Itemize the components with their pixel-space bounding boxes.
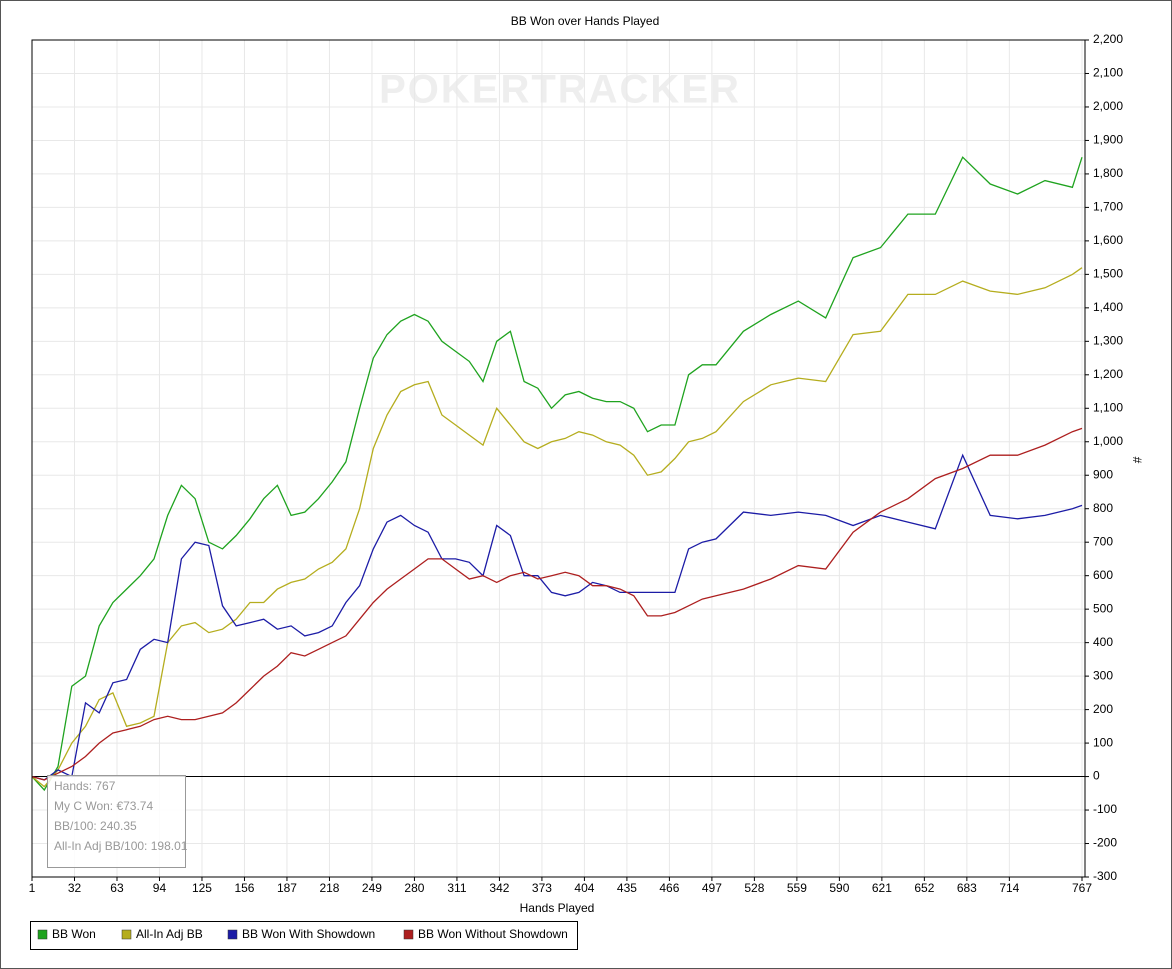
legend-label: BB Won With Showdown [242, 927, 375, 941]
tooltip-line: All-In Adj BB/100: 198.01 [54, 839, 188, 853]
y-tick-label: -200 [1093, 836, 1117, 850]
legend-label: BB Won Without Showdown [418, 927, 568, 941]
x-axis-label: Hands Played [520, 901, 595, 915]
legend-swatch [227, 929, 238, 940]
y-tick-label: 200 [1093, 702, 1113, 716]
legend-label: All-In Adj BB [136, 927, 203, 941]
y-axis-label: # [1130, 457, 1144, 464]
y-tick-label: 500 [1093, 601, 1113, 615]
legend-box [30, 921, 578, 950]
y-tick-label: 2,000 [1093, 99, 1123, 113]
x-tick-label: 652 [914, 881, 934, 895]
series-line [31, 427, 1083, 781]
plot-border [31, 39, 1086, 878]
tooltip-line: Hands: 767 [54, 779, 116, 793]
x-tick-label: 497 [702, 881, 722, 895]
lines [31, 156, 1083, 792]
x-tick-label: 528 [744, 881, 764, 895]
tooltip-line: My C Won: €73.74 [54, 799, 153, 813]
x-tick-label: 311 [447, 881, 466, 895]
x-tick-label: 590 [829, 881, 849, 895]
x-tick-label: 125 [192, 881, 212, 895]
y-tick-label: 2,200 [1093, 32, 1123, 46]
x-tick-label: 714 [999, 881, 1019, 895]
y-tick-label: -100 [1093, 802, 1117, 816]
y-tick-label: 700 [1093, 534, 1113, 548]
x-tick-label: 683 [957, 881, 977, 895]
y-tick-label: 400 [1093, 635, 1113, 649]
chart-title: BB Won over Hands Played [511, 14, 660, 28]
legend-swatch [403, 929, 414, 940]
y-tick-label: 1,200 [1093, 367, 1123, 381]
y-tick-label: 1,100 [1093, 400, 1123, 414]
series-line [31, 453, 1083, 781]
x-tick-label: 621 [872, 881, 892, 895]
x-tick-label: 559 [787, 881, 807, 895]
y-tick-label: 800 [1093, 501, 1113, 515]
x-tick-label: 156 [234, 881, 254, 895]
series-line [31, 267, 1083, 788]
y-tick-label: 1,300 [1093, 333, 1123, 347]
x-tick-label: 435 [617, 881, 637, 895]
x-tick-label: 63 [110, 881, 124, 895]
y-tick-label: 100 [1093, 735, 1113, 749]
x-tick-label: 280 [404, 881, 424, 895]
x-tick-label: 342 [489, 881, 509, 895]
x-tick-label: 32 [68, 881, 82, 895]
tooltip-line: BB/100: 240.35 [54, 819, 137, 833]
legend-label: BB Won [52, 927, 96, 941]
legend: BB Won All-In Adj BB BB Won With Showdown B… [37, 927, 568, 941]
tooltip: Hands: 767 My C Won: €73.74 BB/100: 240.… [47, 775, 188, 868]
x-tick-label: 187 [277, 881, 297, 895]
series-line [31, 156, 1083, 792]
y-tick-label: 1,800 [1093, 166, 1123, 180]
watermark: POKERTRACKER [379, 68, 741, 112]
x-tick-label: 466 [659, 881, 679, 895]
legend-swatch [121, 929, 132, 940]
legend-swatch [37, 929, 48, 940]
y-tick-label: 1,900 [1093, 133, 1123, 147]
x-tick-label: 1 [29, 881, 36, 895]
y-tick-label: 1,500 [1093, 267, 1123, 281]
y-tick-label: 600 [1093, 568, 1113, 582]
x-tick-label: 249 [362, 881, 382, 895]
y-tick-label: 0 [1093, 769, 1100, 783]
y-tick-label: 900 [1093, 467, 1113, 481]
x-tick-label: 373 [532, 881, 552, 895]
x-tick-label: 218 [319, 881, 339, 895]
y-tick-label: 1,000 [1093, 434, 1123, 448]
y-tick-label: 1,400 [1093, 300, 1123, 314]
x-tick-label: 94 [153, 881, 167, 895]
x-tick-label: 767 [1072, 881, 1092, 895]
y-tick-label: 1,600 [1093, 233, 1123, 247]
ticks: -300 -200 -100 0 100 200 300 400 500 600 700 800 900… [29, 32, 1124, 895]
tooltip-box [47, 775, 186, 868]
y-tick-label: -300 [1093, 869, 1117, 883]
y-tick-label: 1,700 [1093, 200, 1123, 214]
y-tick-label: 300 [1093, 668, 1113, 682]
x-tick-label: 404 [574, 881, 594, 895]
y-tick-label: 2,100 [1093, 66, 1123, 80]
